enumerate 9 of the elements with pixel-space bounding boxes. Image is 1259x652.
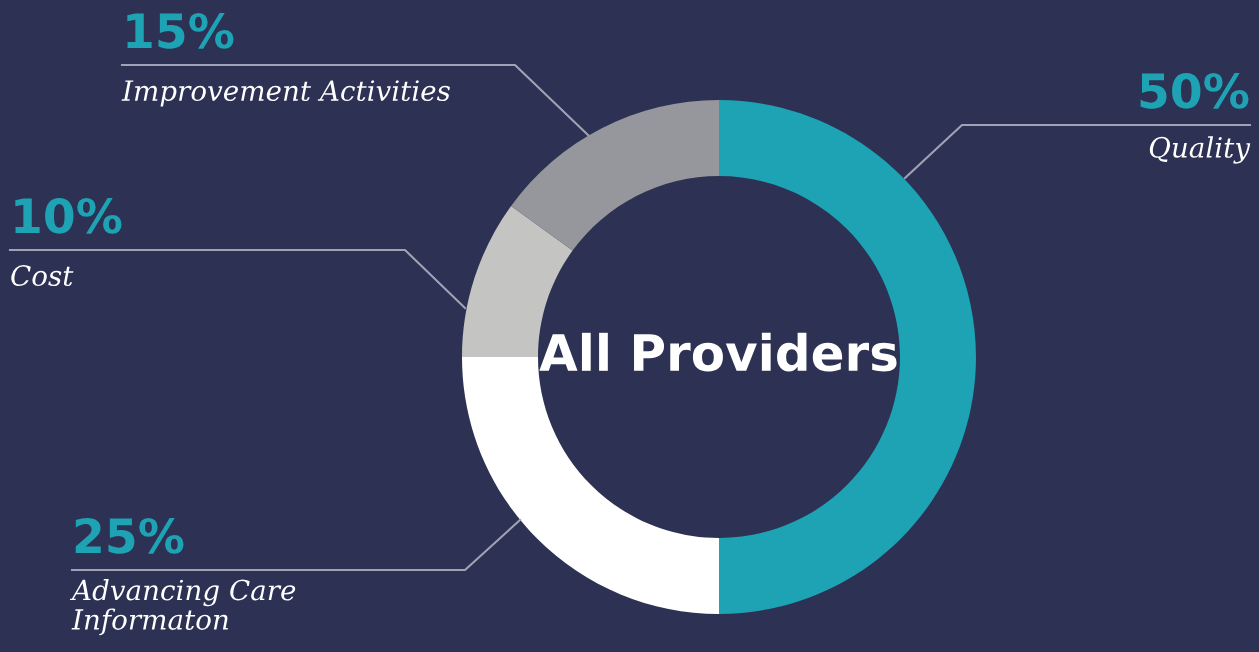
data-label: 10% bbox=[15, 197, 122, 234]
text: All Providers bbox=[539, 332, 897, 372]
slice-label: Quality bbox=[1149, 136, 1251, 164]
data-label: 50% bbox=[1140, 72, 1249, 109]
slice-label: Cost bbox=[11, 265, 74, 287]
data-label: 15% bbox=[127, 12, 234, 49]
slice-label: Advancing Care Informaton bbox=[69, 579, 296, 636]
data-label: 25% bbox=[75, 517, 184, 554]
slice-label: Improvement Activities bbox=[121, 80, 450, 107]
